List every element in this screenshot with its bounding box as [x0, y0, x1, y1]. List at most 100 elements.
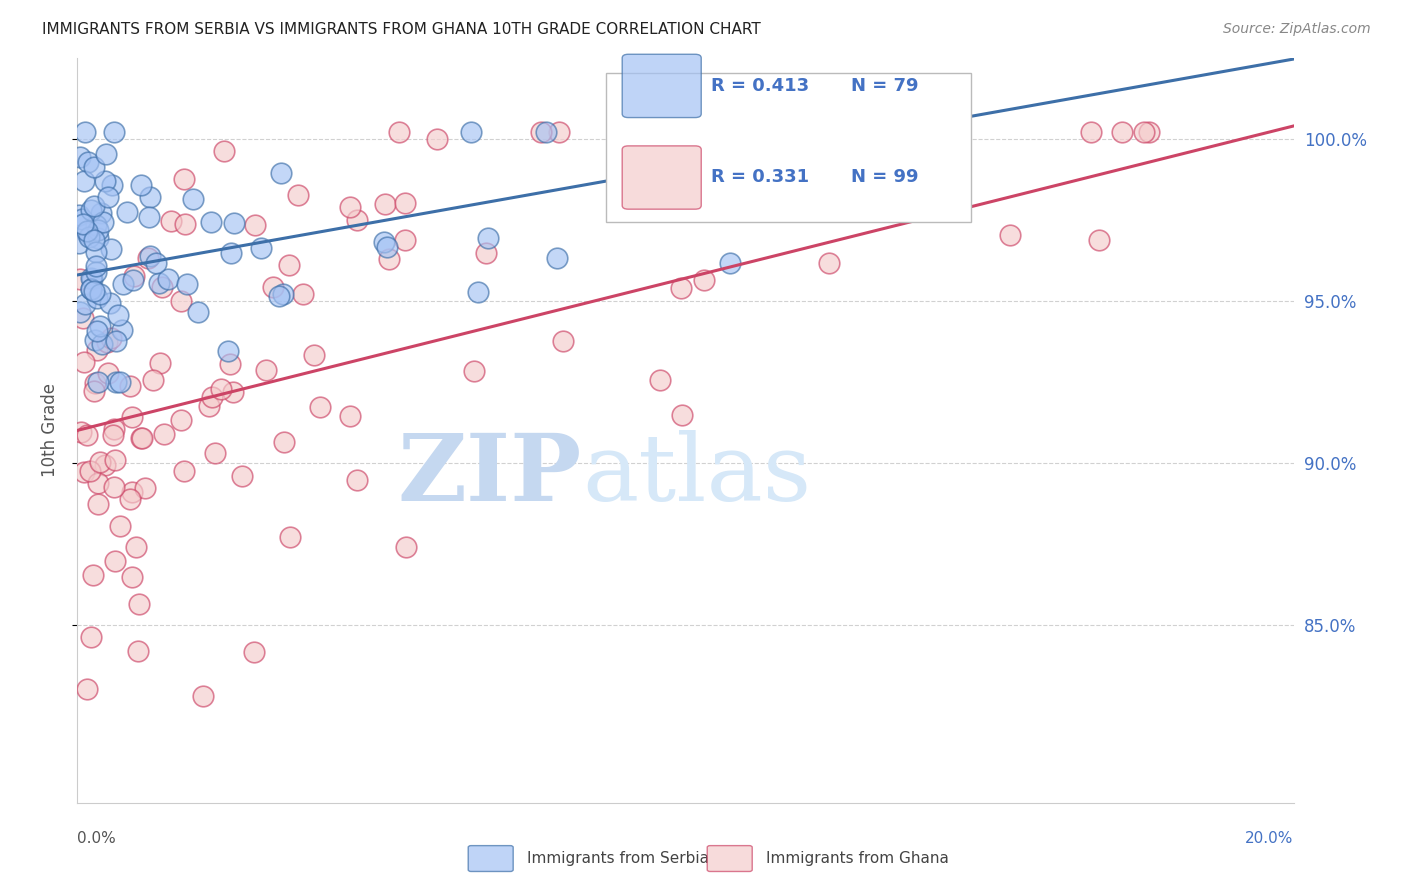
Point	[269, 288, 291, 302]
Point	[217, 344, 239, 359]
Point	[69, 271, 91, 285]
Point	[374, 197, 396, 211]
Point	[548, 125, 571, 139]
Point	[83, 376, 105, 390]
Point	[83, 160, 105, 174]
Point	[243, 645, 266, 659]
Text: ZIP: ZIP	[398, 430, 582, 520]
Point	[103, 422, 125, 436]
Point	[104, 334, 127, 348]
Point	[231, 468, 253, 483]
Point	[219, 357, 242, 371]
Point	[222, 384, 245, 399]
Point	[302, 349, 325, 363]
Point	[76, 427, 98, 442]
Point	[1137, 125, 1160, 139]
Point	[346, 212, 368, 227]
Point	[477, 231, 499, 245]
Point	[198, 399, 221, 413]
Point	[80, 282, 103, 296]
Point	[551, 334, 574, 348]
Point	[176, 277, 198, 291]
Point	[138, 210, 160, 224]
Point	[209, 382, 232, 396]
Point	[89, 318, 111, 333]
Point	[395, 540, 418, 554]
Point	[80, 272, 103, 286]
Point	[101, 178, 124, 193]
Point	[128, 597, 150, 611]
Point	[79, 281, 101, 295]
Point	[474, 245, 496, 260]
Point	[131, 178, 153, 192]
Point	[94, 458, 117, 472]
Point	[75, 125, 97, 139]
Point	[648, 373, 671, 387]
Point	[108, 375, 131, 389]
Point	[115, 204, 138, 219]
Point	[120, 378, 142, 392]
Point	[103, 125, 125, 139]
Text: IMMIGRANTS FROM SERBIA VS IMMIGRANTS FROM GHANA 10TH GRADE CORRELATION CHART: IMMIGRANTS FROM SERBIA VS IMMIGRANTS FRO…	[42, 22, 761, 37]
Point	[201, 391, 224, 405]
Point	[193, 689, 215, 703]
Point	[73, 174, 96, 188]
Point	[67, 236, 90, 251]
Point	[463, 363, 485, 377]
Point	[89, 455, 111, 469]
Point	[80, 202, 103, 217]
Point	[150, 280, 173, 294]
Point	[174, 217, 197, 231]
Point	[125, 540, 148, 554]
Text: 0.0%: 0.0%	[77, 831, 117, 847]
Point	[100, 331, 122, 345]
Text: N = 99: N = 99	[851, 169, 918, 186]
Text: N = 79: N = 79	[851, 77, 918, 95]
Point	[89, 286, 111, 301]
Point	[308, 400, 330, 414]
Point	[671, 125, 693, 139]
Point	[73, 296, 96, 310]
Point	[76, 155, 98, 169]
Point	[87, 230, 110, 244]
Point	[84, 259, 107, 273]
Point	[73, 465, 96, 479]
Point	[77, 230, 100, 244]
Point	[86, 324, 108, 338]
Point	[378, 252, 401, 267]
Point	[160, 213, 183, 227]
Point	[67, 209, 90, 223]
Point	[101, 428, 124, 442]
Point	[103, 480, 125, 494]
Point	[277, 258, 299, 272]
Point	[460, 125, 482, 139]
Point	[87, 497, 110, 511]
Point	[998, 228, 1021, 243]
Text: 20.0%: 20.0%	[1246, 831, 1294, 847]
Point	[127, 644, 149, 658]
Point	[111, 323, 134, 337]
Point	[173, 465, 195, 479]
Point	[222, 216, 245, 230]
Point	[254, 363, 277, 377]
Point	[692, 273, 714, 287]
Point	[83, 333, 105, 347]
Point	[1111, 125, 1133, 139]
Point	[76, 681, 98, 696]
Point	[373, 235, 395, 250]
FancyBboxPatch shape	[623, 54, 702, 118]
Point	[69, 305, 91, 319]
Point	[69, 150, 91, 164]
Point	[72, 310, 94, 325]
Point	[467, 285, 489, 300]
Point	[76, 226, 98, 240]
Point	[219, 245, 242, 260]
Point	[100, 242, 122, 256]
Text: atlas: atlas	[582, 430, 811, 520]
Text: R = 0.413: R = 0.413	[711, 77, 808, 95]
Point	[1132, 125, 1154, 139]
Point	[84, 218, 107, 232]
Point	[534, 125, 557, 139]
Point	[727, 189, 749, 203]
Point	[94, 147, 117, 161]
